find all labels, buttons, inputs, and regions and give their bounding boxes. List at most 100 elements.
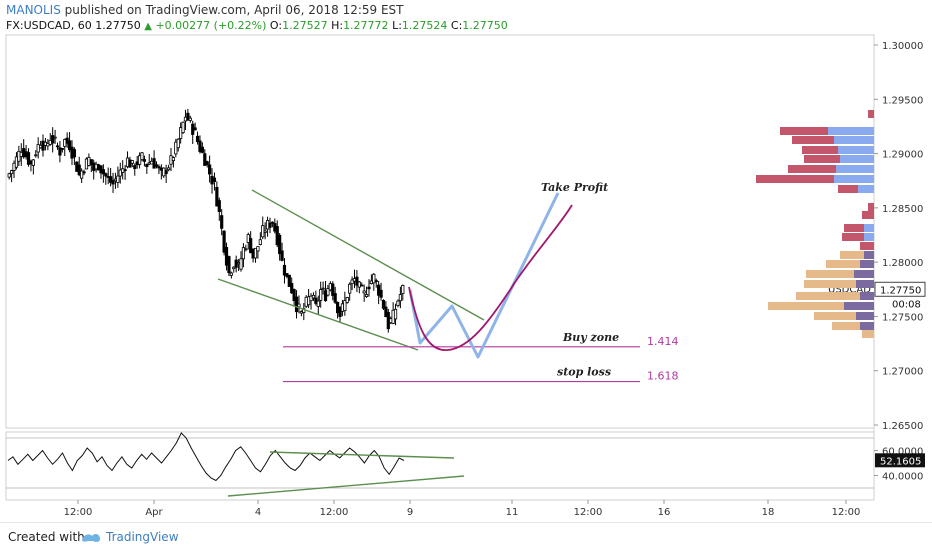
symbol-tag-label: USDCAD — [828, 284, 871, 295]
candle-body — [26, 152, 31, 165]
created-with-text: Created with — [8, 530, 85, 544]
main-pane[interactable] — [5, 34, 875, 429]
candle-body — [82, 171, 86, 174]
time-tick-label: Apr — [145, 507, 163, 518]
volume-bar — [862, 330, 874, 338]
symbol-name: FX:USDCAD, 60 — [6, 19, 92, 32]
candle-body — [309, 295, 313, 302]
stop-loss-fib-label: 1.618 — [647, 370, 679, 383]
volume-bar — [834, 136, 874, 144]
candle-body — [133, 165, 137, 169]
wedge-lower-line[interactable] — [217, 278, 419, 351]
volume-bar — [856, 312, 874, 320]
volume-bar — [840, 155, 874, 163]
volume-bar — [838, 185, 858, 193]
candle-body — [101, 169, 105, 175]
tradingview-brand[interactable]: TradingView — [106, 530, 179, 544]
volume-bar — [844, 224, 864, 232]
time-tick-label: 12:00 — [320, 507, 349, 518]
publish-text: published on TradingView.com, April 06, … — [64, 3, 404, 17]
candle-body — [331, 283, 335, 296]
projection-curve-purple[interactable] — [408, 204, 573, 351]
tradingview-logo-icon — [82, 533, 101, 542]
open-label: O: — [269, 19, 283, 32]
price-tick-label: 1.30000 — [882, 41, 923, 52]
time-tick-label: 11 — [506, 507, 519, 518]
indicator-pane[interactable] — [5, 431, 875, 501]
close-label: C: — [450, 19, 463, 32]
volume-bar — [756, 175, 834, 183]
time-tick-label: 4 — [255, 507, 261, 518]
candle-body — [232, 266, 236, 270]
candle-body — [31, 159, 35, 166]
price-tick-label: 1.28500 — [882, 204, 923, 215]
volume-bar — [804, 155, 840, 163]
high-label: H: — [331, 19, 344, 32]
drawings-layer[interactable]: Buy zone 1.414 stop loss 1.618 Take Profit — [217, 181, 679, 383]
candle-body — [372, 273, 376, 284]
candle-body — [58, 147, 62, 156]
candle-body — [220, 215, 224, 229]
candle-body — [258, 239, 262, 245]
candle-body — [166, 167, 171, 171]
volume-bar — [836, 165, 874, 173]
candle-body — [7, 173, 11, 178]
price-tick-label: 1.29500 — [882, 95, 923, 106]
volume-bar — [826, 260, 860, 268]
candle-body — [343, 300, 347, 311]
volume-bar — [768, 302, 844, 310]
candle-body — [244, 248, 248, 251]
price-tick-label: 1.27000 — [882, 367, 923, 378]
wedge-upper-line[interactable] — [251, 189, 485, 321]
candle-body — [60, 148, 64, 150]
candle-body — [280, 250, 284, 261]
projection-path-blue[interactable] — [408, 192, 560, 359]
buy-zone-label: Buy zone — [562, 331, 619, 344]
candle-body — [241, 247, 246, 260]
candle-body — [176, 138, 180, 149]
candle-body — [345, 297, 349, 303]
candle-body — [357, 281, 361, 288]
low-value: 1.27524 — [401, 19, 448, 32]
price-tick-label: 1.26500 — [882, 421, 923, 432]
author-name[interactable]: MANOLIS — [6, 3, 61, 17]
candle-body — [14, 156, 19, 168]
time-tick-label: 12:00 — [64, 507, 93, 518]
candle-body — [311, 294, 316, 299]
countdown-label: 00:08 — [892, 299, 921, 310]
candle-body — [142, 159, 147, 162]
candle-body — [67, 140, 72, 151]
volume-bar — [860, 242, 874, 250]
volume-bar — [828, 127, 874, 135]
volume-bar — [806, 270, 854, 278]
candle-body — [72, 149, 77, 158]
candle-body — [249, 238, 253, 254]
time-tick-label: 16 — [658, 507, 671, 518]
volume-bar — [864, 224, 874, 232]
candle-body — [367, 286, 371, 290]
rsi-tick-label: 40.0000 — [882, 472, 923, 483]
buy-zone-fib-label: 1.414 — [647, 335, 679, 348]
volume-bar — [858, 185, 874, 193]
chart-area[interactable]: 1.30000 1.29500 1.29000 1.28500 1.28000 1.275… — [0, 0, 932, 522]
candle-body — [152, 158, 156, 169]
candle-body — [321, 287, 325, 290]
rsi-upper-trendline[interactable] — [269, 451, 455, 459]
candle-body — [290, 283, 294, 294]
candle-body — [123, 169, 127, 172]
candle-body — [89, 159, 93, 166]
candle-body — [208, 164, 212, 175]
candle-body — [137, 155, 142, 165]
volume-bar — [868, 110, 874, 118]
candlestick-series — [7, 108, 405, 333]
volume-bar — [856, 280, 874, 288]
candle-body — [282, 264, 287, 276]
volume-bar — [860, 322, 874, 330]
candle-body — [53, 136, 57, 139]
rsi-lower-trendline[interactable] — [227, 475, 465, 497]
current-price-tag — [874, 281, 926, 297]
candle-body — [381, 300, 386, 309]
time-axis[interactable]: 12:00 Apr 4 12:00 9 11 12:00 16 18 12:00 — [64, 500, 861, 518]
candle-body — [55, 145, 60, 148]
candle-body — [401, 285, 405, 294]
